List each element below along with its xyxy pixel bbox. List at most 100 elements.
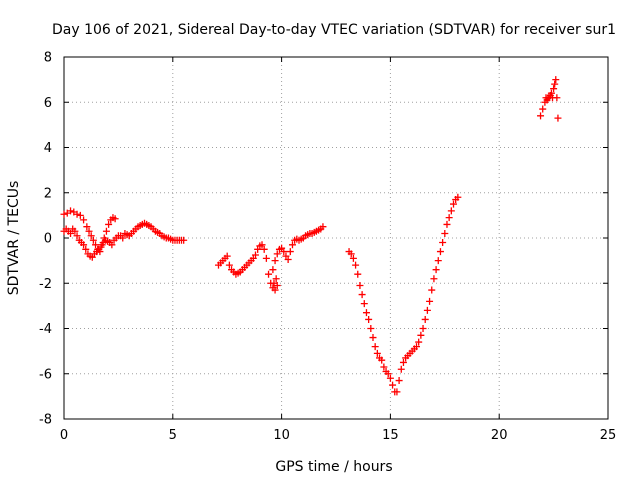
data-point (384, 370, 392, 378)
data-point (550, 85, 558, 93)
data-point (223, 252, 231, 260)
data-point (450, 200, 458, 208)
data-point (352, 261, 360, 269)
x-tick-label: 15 (382, 428, 399, 443)
data-point (319, 223, 327, 231)
y-axis-label: SDTVAR / TECUs (6, 181, 22, 296)
data-point (280, 248, 288, 256)
x-axis-label: GPS time / hours (275, 459, 392, 475)
x-tick-label: 0 (60, 428, 68, 443)
data-point (349, 254, 357, 262)
y-tick-label: -8 (39, 413, 52, 428)
data-point (423, 306, 431, 314)
data-point (108, 241, 116, 249)
data-point (271, 257, 279, 265)
x-tick-label: 5 (169, 428, 177, 443)
data-point (71, 227, 79, 235)
data-point (360, 300, 368, 308)
data-point (80, 216, 88, 224)
data-point (286, 248, 294, 256)
x-tick-label: 20 (491, 428, 508, 443)
data-point (180, 236, 188, 244)
data-point (97, 243, 105, 251)
data-point (553, 94, 561, 102)
data-point (92, 241, 100, 249)
data-point (119, 234, 127, 242)
data-point (265, 270, 273, 278)
x-tick-label: 10 (273, 428, 290, 443)
data-point (454, 193, 462, 201)
data-point (447, 207, 455, 215)
data-point (76, 211, 84, 219)
data-point (415, 338, 423, 346)
data-point (83, 223, 91, 231)
series-seg-early-upper (60, 207, 119, 256)
data-point (421, 315, 429, 323)
grid (64, 57, 608, 419)
data-point (417, 331, 425, 339)
data-point (389, 381, 397, 389)
data-point (547, 89, 555, 97)
data-point (539, 105, 547, 113)
data-point (67, 207, 75, 215)
data-point (288, 241, 296, 249)
series-seg-descent (345, 248, 399, 396)
data-point (111, 215, 119, 223)
data-point (554, 114, 562, 122)
series-seg-late (537, 76, 562, 122)
data-point (284, 255, 292, 263)
data-point (441, 229, 449, 237)
data-point (551, 80, 559, 88)
y-tick-label: 6 (44, 96, 52, 111)
data-point (369, 334, 377, 342)
data-point (380, 363, 388, 371)
data-point (73, 210, 81, 218)
data-point (399, 358, 407, 366)
y-tick-label: 0 (44, 232, 52, 247)
data-point (82, 245, 90, 253)
data-point (73, 232, 81, 240)
data-point (354, 270, 362, 278)
data-point (413, 343, 421, 351)
data-point (105, 220, 113, 228)
data-point (426, 297, 434, 305)
data-point (395, 377, 403, 385)
data-point (258, 241, 266, 249)
data-point (358, 291, 366, 299)
data-point (273, 250, 281, 258)
series-seg-early-lower (60, 219, 188, 261)
y-tick-label: 4 (44, 141, 52, 156)
data-point (273, 282, 281, 290)
data-points (60, 76, 562, 396)
data-point (373, 349, 381, 357)
data-point (386, 374, 394, 382)
data-point (260, 245, 268, 253)
data-point (436, 248, 444, 256)
data-point (393, 388, 401, 396)
data-point (251, 251, 259, 259)
series-seg-mid (214, 223, 327, 287)
data-point (397, 365, 405, 373)
data-point (419, 325, 427, 332)
x-tick-label: 25 (600, 428, 617, 443)
data-point (445, 214, 453, 222)
data-point (269, 266, 277, 274)
chart-title: Day 106 of 2021, Sidereal Day-to-day VTE… (52, 22, 616, 38)
y-tick-label: -6 (39, 367, 52, 382)
data-point (80, 241, 88, 249)
data-point (272, 275, 280, 283)
data-point (271, 286, 279, 294)
axis-ticks: 0 5 10 15 20 25 -8 -6 -4 -2 0 2 4 6 8 (39, 51, 616, 444)
y-tick-label: 2 (44, 186, 52, 201)
y-tick-label: -4 (39, 322, 52, 337)
data-point (87, 232, 95, 240)
data-point (262, 254, 270, 262)
data-point (443, 220, 451, 228)
data-point (60, 210, 68, 218)
data-point (362, 309, 370, 317)
data-point (371, 343, 379, 351)
data-point (365, 315, 373, 323)
data-point (356, 282, 364, 290)
y-tick-label: -2 (39, 277, 52, 292)
